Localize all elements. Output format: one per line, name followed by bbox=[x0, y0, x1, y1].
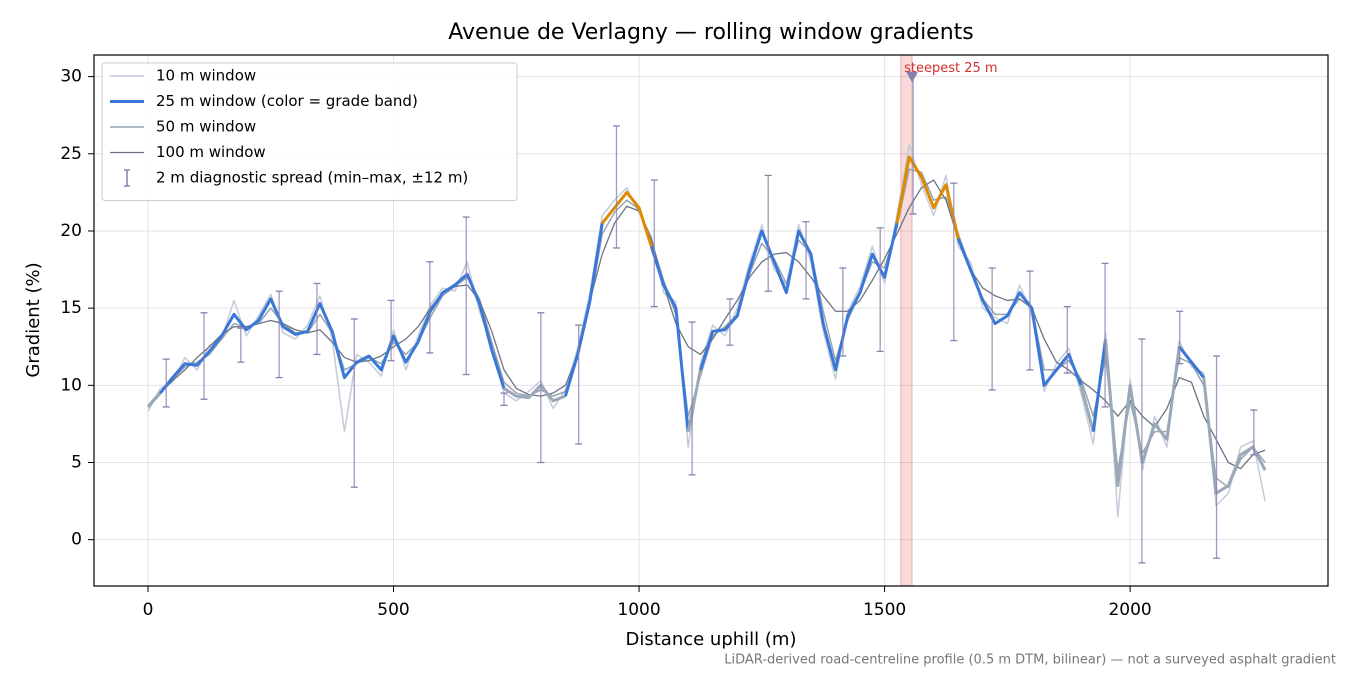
error-bar bbox=[1138, 338, 1146, 564]
error-bar bbox=[726, 298, 734, 346]
x-axis-label: Distance uphill (m) bbox=[626, 629, 797, 650]
line-piece bbox=[686, 369, 702, 432]
line-piece bbox=[1079, 384, 1095, 433]
y-tick-label: 0 bbox=[71, 530, 82, 550]
line-piece bbox=[159, 272, 506, 394]
plot-area bbox=[146, 55, 1267, 586]
legend-label: 2 m diagnostic spread (min–max, ±12 m) bbox=[156, 169, 468, 187]
error-bar bbox=[313, 282, 321, 356]
line-piece bbox=[1202, 377, 1267, 495]
error-bar bbox=[162, 358, 170, 408]
error-bar bbox=[612, 125, 620, 249]
error-bar bbox=[575, 324, 583, 445]
error-bar bbox=[1250, 409, 1258, 456]
error-bar bbox=[387, 299, 395, 362]
annotation-text: steepest 25 m bbox=[904, 61, 997, 76]
error-bar bbox=[237, 327, 245, 363]
error-bar bbox=[426, 261, 434, 354]
legend-box bbox=[101, 62, 518, 201]
legend-label: 50 m window bbox=[156, 118, 256, 136]
y-tick-label: 30 bbox=[60, 67, 82, 87]
y-tick-label: 10 bbox=[60, 375, 82, 395]
x-tick-label: 1000 bbox=[617, 600, 660, 620]
error-bar bbox=[350, 318, 358, 488]
axes-frame bbox=[93, 54, 1329, 587]
error-bar bbox=[1101, 262, 1109, 408]
error-bar bbox=[876, 227, 884, 353]
x-tick-label: 2000 bbox=[1108, 600, 1151, 620]
y-tick-label: 5 bbox=[71, 453, 82, 473]
line-piece bbox=[895, 155, 960, 240]
line-piece bbox=[649, 245, 690, 432]
line-piece bbox=[503, 383, 566, 403]
line-piece bbox=[563, 223, 604, 397]
series-line bbox=[147, 168, 1266, 488]
error-bar bbox=[1026, 270, 1034, 371]
error-bar bbox=[500, 392, 508, 407]
footnote: LiDAR-derived road-centreline profile (0… bbox=[724, 653, 1336, 668]
error-bar bbox=[1176, 310, 1184, 365]
line-piece bbox=[956, 238, 1083, 387]
chart-title: Avenue de Verlagny — rolling window grad… bbox=[448, 20, 974, 45]
y-axis-label: Gradient (%) bbox=[23, 262, 44, 377]
error-bar bbox=[839, 267, 847, 357]
annotation-marker bbox=[906, 71, 919, 83]
x-tick-label: 1500 bbox=[863, 600, 906, 620]
error-bar bbox=[275, 290, 283, 379]
legend-label: 25 m window (color = grade band) bbox=[156, 92, 418, 110]
legend-label: 10 m window bbox=[156, 67, 256, 85]
line-piece bbox=[146, 392, 162, 408]
y-tick-label: 25 bbox=[60, 144, 82, 164]
error-bar bbox=[1213, 355, 1221, 559]
series-line bbox=[147, 179, 1266, 470]
error-bar bbox=[650, 179, 658, 308]
error-bar bbox=[950, 182, 958, 342]
line-piece bbox=[601, 190, 653, 247]
error-bar bbox=[1063, 305, 1071, 374]
x-tick-label: 0 bbox=[143, 600, 154, 620]
line-piece bbox=[699, 222, 899, 372]
line-piece bbox=[1091, 338, 1108, 432]
x-tick-label: 500 bbox=[377, 600, 409, 620]
y-tick-label: 20 bbox=[60, 221, 82, 241]
error-bar bbox=[802, 221, 810, 300]
error-bar bbox=[688, 321, 696, 476]
error-bar bbox=[462, 216, 470, 376]
error-bar bbox=[764, 174, 772, 292]
error-bar bbox=[200, 312, 208, 400]
y-tick-label: 15 bbox=[60, 298, 82, 318]
error-bar bbox=[537, 312, 545, 464]
legend-label: 100 m window bbox=[156, 143, 266, 161]
highlight-span bbox=[900, 55, 913, 586]
series-line bbox=[147, 143, 1266, 518]
line-piece bbox=[1178, 345, 1205, 379]
error-bar bbox=[988, 267, 996, 391]
